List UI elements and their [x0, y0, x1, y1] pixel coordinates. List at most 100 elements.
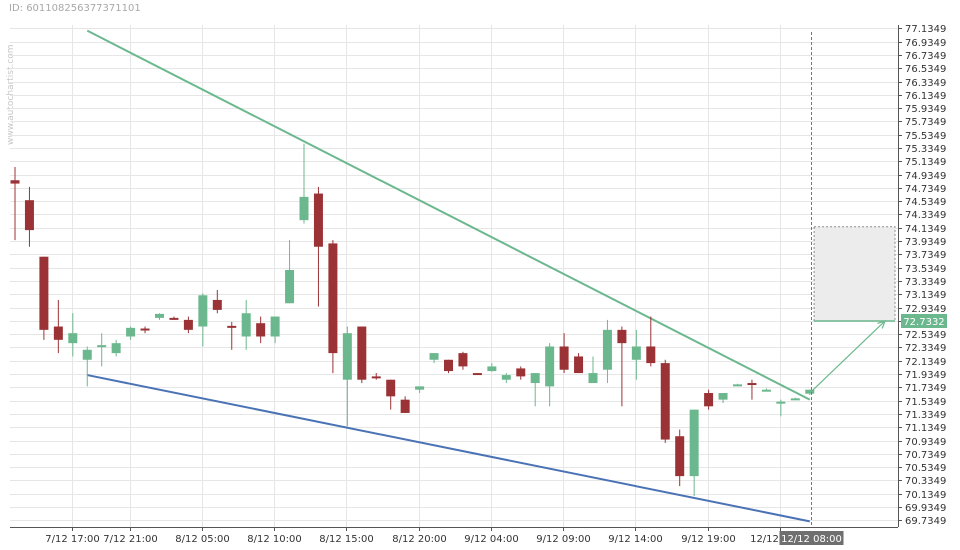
- x-axis-ticks: 7/12 17:00 7/12 21:00 8/12 05:00 8/12 10:00…: [45, 527, 811, 545]
- candle-body: [357, 326, 367, 380]
- y-tick-label: 74.1349: [905, 224, 946, 235]
- candle: [299, 143, 309, 224]
- candle: [198, 293, 208, 347]
- y-tick-label: 72.1349: [905, 357, 946, 368]
- candle-body: [530, 373, 540, 384]
- candle: [689, 409, 699, 497]
- current-price-label: 72.7332: [903, 317, 944, 328]
- candle-body: [400, 399, 410, 413]
- candle: [386, 379, 396, 410]
- candle-body: [718, 393, 728, 400]
- candle-body: [241, 313, 251, 337]
- candle: [790, 397, 800, 401]
- x-tick-label: 9/12 04:00: [464, 534, 518, 545]
- candle-body: [444, 359, 453, 372]
- candle: [212, 289, 222, 314]
- y-tick-label: 73.7349: [905, 250, 946, 261]
- candle-body: [559, 346, 569, 370]
- candle-body: [761, 389, 771, 392]
- candle: [761, 388, 771, 392]
- candle: [660, 359, 670, 443]
- y-tick-label: 72.5349: [905, 330, 946, 341]
- y-tick-label: 76.9349: [905, 38, 946, 49]
- candle: [545, 343, 555, 407]
- candle-body: [602, 329, 612, 370]
- candle: [227, 321, 237, 350]
- candle: [285, 240, 295, 304]
- candle-body: [660, 363, 670, 440]
- y-tick-label: 70.1349: [905, 490, 946, 501]
- forecast-arrow: [809, 320, 886, 394]
- candle: [733, 383, 742, 387]
- candle-body: [155, 313, 164, 318]
- y-tick-label: 70.7349: [905, 450, 946, 461]
- x-tick-label: 9/12 19:00: [681, 534, 735, 545]
- candle-body: [270, 316, 280, 337]
- candle: [805, 389, 815, 396]
- chart-axes: [10, 25, 899, 528]
- y-tick-label: 75.5349: [905, 131, 946, 142]
- candle: [516, 366, 526, 380]
- candle: [487, 363, 497, 372]
- x-tick-label: 8/12 20:00: [392, 534, 446, 545]
- candle-body: [126, 327, 136, 337]
- candle-body: [689, 409, 699, 477]
- candle-body: [53, 326, 63, 340]
- candle: [415, 386, 425, 394]
- y-tick-label: 71.9349: [905, 370, 946, 381]
- trend-lines: [86, 29, 811, 523]
- candle: [472, 373, 482, 376]
- candle-body: [299, 196, 309, 221]
- candle: [39, 256, 49, 340]
- candle: [357, 326, 367, 384]
- candle-body: [97, 345, 107, 348]
- y-tick-label: 71.7349: [905, 383, 946, 394]
- candle-body: [487, 366, 497, 372]
- support-trend-line: [87, 374, 810, 523]
- forecast-zone: [809, 226, 896, 394]
- y-tick-label: 76.5349: [905, 64, 946, 75]
- candle-body: [10, 180, 20, 184]
- y-tick-label: 75.3349: [905, 144, 946, 155]
- x-tick-label: 9/12 14:00: [608, 534, 662, 545]
- y-tick-label: 72.3349: [905, 343, 946, 354]
- candle: [241, 299, 251, 350]
- current-time-tag: [779, 531, 844, 545]
- y-tick-label: 70.5349: [905, 463, 946, 474]
- candle: [342, 326, 352, 427]
- candle-body: [805, 389, 815, 394]
- candle: [400, 396, 410, 413]
- y-axis-ticks: 77.1349 76.9349 76.7349 76.5349 76.3349 76.13…: [898, 24, 946, 527]
- candle-body: [39, 256, 49, 330]
- candle-body: [386, 379, 396, 397]
- candles: [10, 143, 815, 497]
- candle-body: [313, 193, 323, 247]
- y-tick-label: 75.1349: [905, 157, 946, 168]
- x-tick-label: 8/12 15:00: [319, 534, 373, 545]
- candle-body: [646, 346, 656, 364]
- candle-body: [516, 368, 526, 377]
- current-time-label: 12/12 08:00: [781, 534, 842, 545]
- candle-body: [82, 349, 92, 360]
- candle: [155, 313, 164, 320]
- candle-body: [371, 376, 381, 379]
- candle: [82, 346, 92, 387]
- candle-body: [256, 323, 266, 337]
- chart-id-label: ID: 601108256377371101: [9, 3, 141, 14]
- y-tick-label: 71.5349: [905, 397, 946, 408]
- candle: [140, 326, 150, 334]
- candle-body: [458, 353, 468, 367]
- candle-body: [24, 200, 34, 231]
- y-tick-label: 73.3349: [905, 277, 946, 288]
- y-tick-label: 76.1349: [905, 91, 946, 102]
- y-tick-label: 74.3349: [905, 210, 946, 221]
- y-tick-label: 74.9349: [905, 171, 946, 182]
- candle-body: [198, 295, 208, 327]
- candle-body: [501, 375, 511, 380]
- candle: [97, 333, 107, 367]
- x-tick-label: 7/12 21:00: [103, 534, 157, 545]
- candle-body: [776, 401, 786, 404]
- resistance-trend-line: [86, 29, 811, 401]
- y-tick-label: 73.1349: [905, 290, 946, 301]
- candle: [270, 316, 280, 344]
